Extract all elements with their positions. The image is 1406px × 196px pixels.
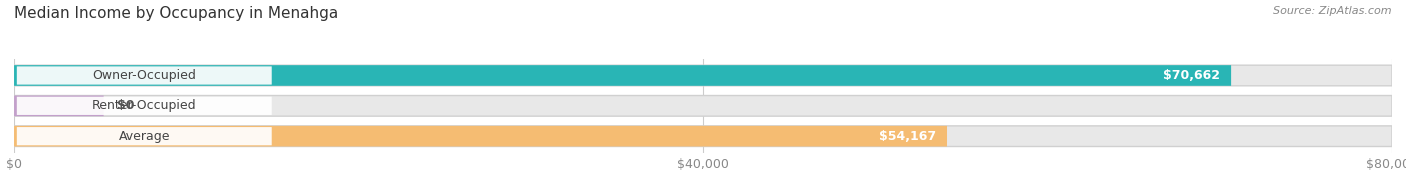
Text: $54,167: $54,167 [879,130,936,143]
Text: Renter-Occupied: Renter-Occupied [91,99,197,112]
Text: Median Income by Occupancy in Menahga: Median Income by Occupancy in Menahga [14,6,339,21]
Text: Owner-Occupied: Owner-Occupied [93,69,197,82]
FancyBboxPatch shape [17,127,271,145]
FancyBboxPatch shape [14,65,1232,86]
Text: $0: $0 [118,99,135,112]
Text: Average: Average [118,130,170,143]
FancyBboxPatch shape [14,65,1392,86]
FancyBboxPatch shape [17,66,271,85]
FancyBboxPatch shape [14,95,104,116]
Text: $70,662: $70,662 [1163,69,1220,82]
Text: Source: ZipAtlas.com: Source: ZipAtlas.com [1274,6,1392,16]
FancyBboxPatch shape [14,126,948,146]
FancyBboxPatch shape [17,97,271,115]
FancyBboxPatch shape [14,95,1392,116]
FancyBboxPatch shape [14,126,1392,146]
